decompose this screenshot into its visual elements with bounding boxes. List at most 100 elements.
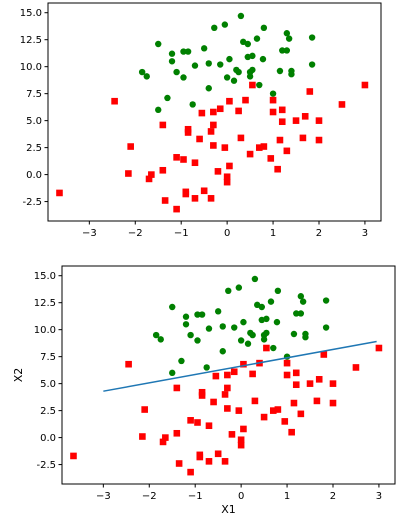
green-point [251,275,259,283]
red-square-point [187,468,194,476]
red-square-point [221,458,229,465]
red-square-point [249,370,256,378]
red-square-point [246,150,254,158]
red-square-point [223,173,231,181]
red-square-point [315,117,323,124]
green-point [178,357,185,365]
green-point [258,303,265,311]
bottom-scatter-plot: −3 −2 −1 0 1 2 3 -2.5 0.0 2.5 5.0 7.5 10.0 12.5 15.0 X1… [12,265,396,516]
green-point [240,318,247,326]
y-tick-label: 2.5 [40,406,56,417]
green-point [200,45,208,52]
green-point [203,364,210,371]
red-square-point [306,88,314,95]
green-point [274,287,282,295]
y-tick-label: -2.5 [36,460,56,471]
red-square-point [338,101,346,108]
x-tick-label: −3 [96,491,111,502]
green-point [180,48,187,55]
green-point [168,58,176,65]
red-square-point [255,144,263,151]
green-point [290,330,298,338]
red-square-point [173,429,181,437]
green-point [308,61,316,68]
green-point [169,369,176,377]
x-tick-label: 3 [362,228,368,239]
green-point [299,298,307,305]
red-square-point [260,413,268,421]
green-point [260,24,268,32]
red-square-point [278,106,286,114]
green-point [269,90,277,97]
green-point [138,68,146,76]
x-tick-label: −1 [174,228,189,239]
red-square-point [141,406,148,413]
red-square-point [251,397,259,405]
x-tick-label: −2 [128,228,143,239]
red-square-point [56,189,63,197]
green-point [263,315,270,323]
red-square-point [210,398,217,406]
red-square-point [175,460,183,467]
red-square-point [214,168,222,175]
red-square-point [274,165,281,173]
red-square-point [329,399,337,407]
plot-frame [61,265,396,485]
green-point [235,68,242,76]
red-square-point [235,407,243,414]
green-point [173,68,180,76]
green-point [246,73,254,80]
red-square-point [184,125,192,133]
green-point [152,331,160,339]
red-square-point [352,364,360,371]
y-tick-label: 7.5 [40,352,56,363]
green-point [184,48,192,55]
y-tick-label: 10.0 [34,325,56,336]
green-point [226,55,233,63]
green-point [164,94,171,102]
red-square-point [125,360,132,368]
red-square-point [196,453,204,461]
x-tick-label: 0 [238,491,244,502]
y-axis-label: X2 [12,368,25,383]
x-tick-label: 1 [270,228,276,239]
red-square-point [290,399,298,407]
red-square-point [281,418,289,425]
red-square-point [283,359,291,367]
y-tick-label: -2.5 [22,197,42,208]
red-square-point [196,135,203,143]
green-point [249,52,256,60]
red-square-point [274,406,282,413]
red-square-point [263,344,270,352]
red-square-point [320,351,328,358]
green-point [189,101,196,108]
red-square-point [228,431,236,438]
red-square-point [283,371,291,379]
plot-frame [47,2,382,222]
red-square-point [292,369,300,377]
green-point [205,60,212,67]
x-tick-label: −2 [142,491,157,502]
red-square-point [361,81,369,89]
green-point [244,340,252,347]
red-square-point [139,433,146,440]
red-square-point [194,419,201,426]
red-square-point [269,96,277,104]
green-point [180,74,187,81]
red-square-point [242,96,249,104]
red-square-point [269,407,277,414]
red-square-point [216,105,224,113]
red-square-point [224,405,231,412]
red-square-point [288,428,295,436]
red-square-point [301,113,309,120]
y-tick-label: 10.0 [20,62,42,73]
red-square-point [223,178,231,186]
x-tick-label: −1 [188,491,203,502]
green-point [219,323,226,330]
green-point [182,321,190,328]
green-point [191,62,199,69]
green-point [231,324,238,331]
red-square-point [205,422,213,430]
red-square-point [180,156,187,163]
